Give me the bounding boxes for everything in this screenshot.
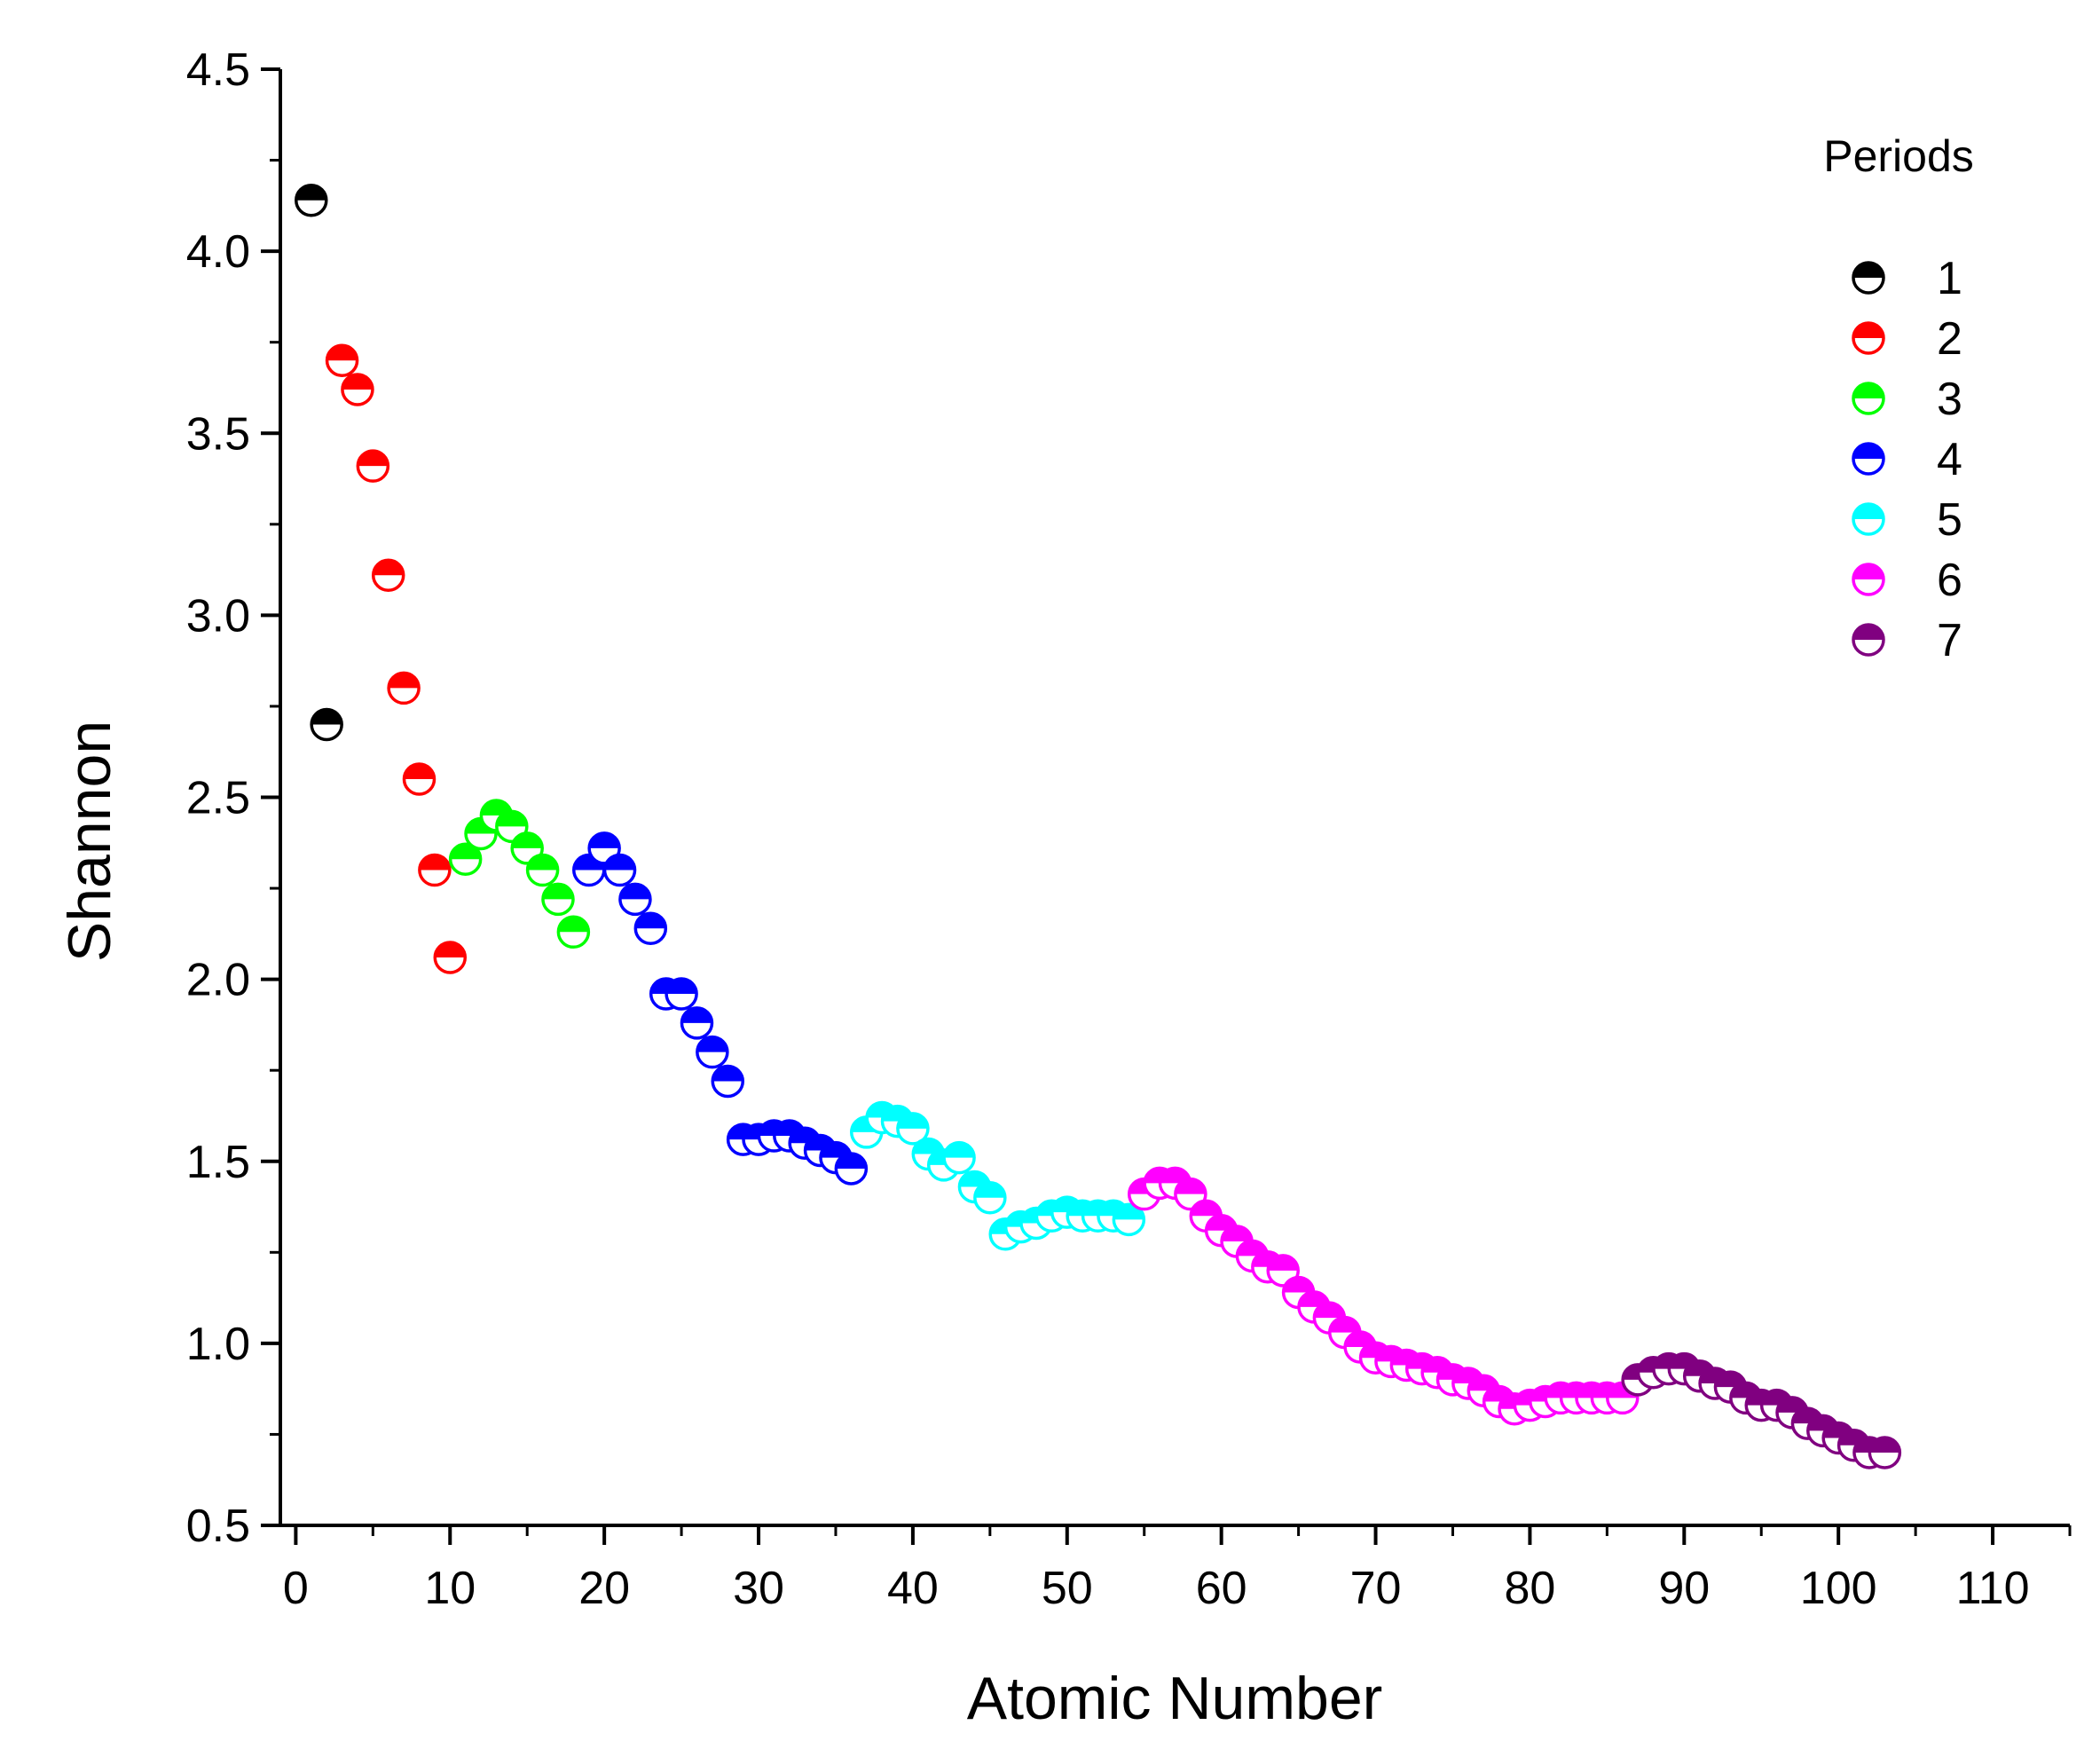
data-point [711,1064,744,1099]
x-tick-label: 100 [1800,1563,1877,1614]
legend-marker [1852,382,1885,415]
legend-marker [1852,261,1885,295]
x-tick-label: 60 [1196,1563,1247,1614]
data-point [896,1112,930,1146]
data-point [356,449,390,483]
legend-label: 4 [1937,434,1962,485]
series-2 [325,343,468,974]
series-3 [448,799,591,949]
legend-label: 2 [1937,313,1962,365]
x-axis-title: Atomic Number [967,1665,1383,1732]
legend-marker [1852,623,1885,657]
legend-marker [1852,563,1885,596]
data-point [295,183,328,217]
data-point [602,853,637,887]
legend-label: 7 [1937,615,1962,666]
ticks: 0 10 20 30 40 50 60 70 80 90 100 110 0.5 1.0 1.5 2.0 2.5… [186,44,2072,1614]
legend-label: 1 [1937,253,1962,304]
y-tick-label: 3.0 [186,590,250,642]
series-4 [572,831,869,1186]
y-axis-title: Shannon [56,721,123,962]
legend-item-2: 2 [1852,313,1962,365]
x-tick-label: 80 [1505,1563,1556,1614]
data-point [680,1006,714,1040]
data-point [341,373,374,406]
series-7 [1621,1351,1902,1469]
legend-label: 5 [1937,494,1962,546]
data-point [633,911,668,945]
x-tick-label: 70 [1350,1563,1402,1614]
data-point [402,762,437,796]
axes [279,69,2070,1527]
data-point [556,915,591,949]
data-point [387,671,421,705]
y-tick-label: 4.0 [186,226,250,278]
data-point [834,1152,869,1186]
x-tick-label: 90 [1658,1563,1710,1614]
series-1 [295,183,343,742]
data-point [973,1181,1007,1215]
legend-marker [1852,442,1885,476]
series-5 [849,1100,1146,1251]
x-tick-label: 110 [1956,1563,2030,1614]
legend-item-7: 7 [1852,615,1962,666]
legend-label: 3 [1937,374,1962,425]
data-point [418,853,452,887]
x-tick-label: 40 [887,1563,939,1614]
y-tick-label: 1.5 [186,1137,250,1188]
legend-marker [1852,502,1885,536]
data-point [957,1170,992,1204]
legend-item-6: 6 [1852,555,1962,606]
data-point [525,853,560,887]
legend-item-4: 4 [1852,434,1962,485]
data-point [325,343,359,377]
data-point [1204,1213,1239,1248]
data-point [310,707,343,742]
data-point [1868,1436,1902,1469]
data-point [618,882,652,917]
legend-label: 6 [1937,555,1962,606]
data-point [665,977,698,1011]
data-point [371,558,405,592]
legend-item-3: 3 [1852,374,1962,425]
data-point [1112,1202,1146,1237]
data-point [696,1035,729,1069]
series-6 [1127,1166,1640,1426]
legend: Periods 1 2 3 4 5 6 7 [1823,131,1974,666]
legend-item-5: 5 [1852,494,1962,546]
y-tick-label: 0.5 [186,1501,250,1552]
legend-marker [1852,321,1885,355]
y-tick-label: 4.5 [186,44,250,96]
y-tick-label: 2.0 [186,955,250,1006]
x-tick-label: 50 [1042,1563,1093,1614]
data-points [295,183,1902,1469]
data-point [541,882,575,917]
y-tick-label: 3.5 [186,408,250,460]
y-tick-label: 2.5 [186,773,250,824]
data-point [942,1140,976,1175]
legend-title: Periods [1823,131,1974,181]
x-tick-label: 10 [424,1563,476,1614]
legend-item-1: 1 [1852,253,1962,304]
x-tick-label: 20 [578,1563,630,1614]
y-tick-label: 1.0 [186,1319,250,1370]
x-tick-label: 30 [733,1563,784,1614]
data-point [433,941,468,974]
x-tick-label: 0 [283,1563,309,1614]
